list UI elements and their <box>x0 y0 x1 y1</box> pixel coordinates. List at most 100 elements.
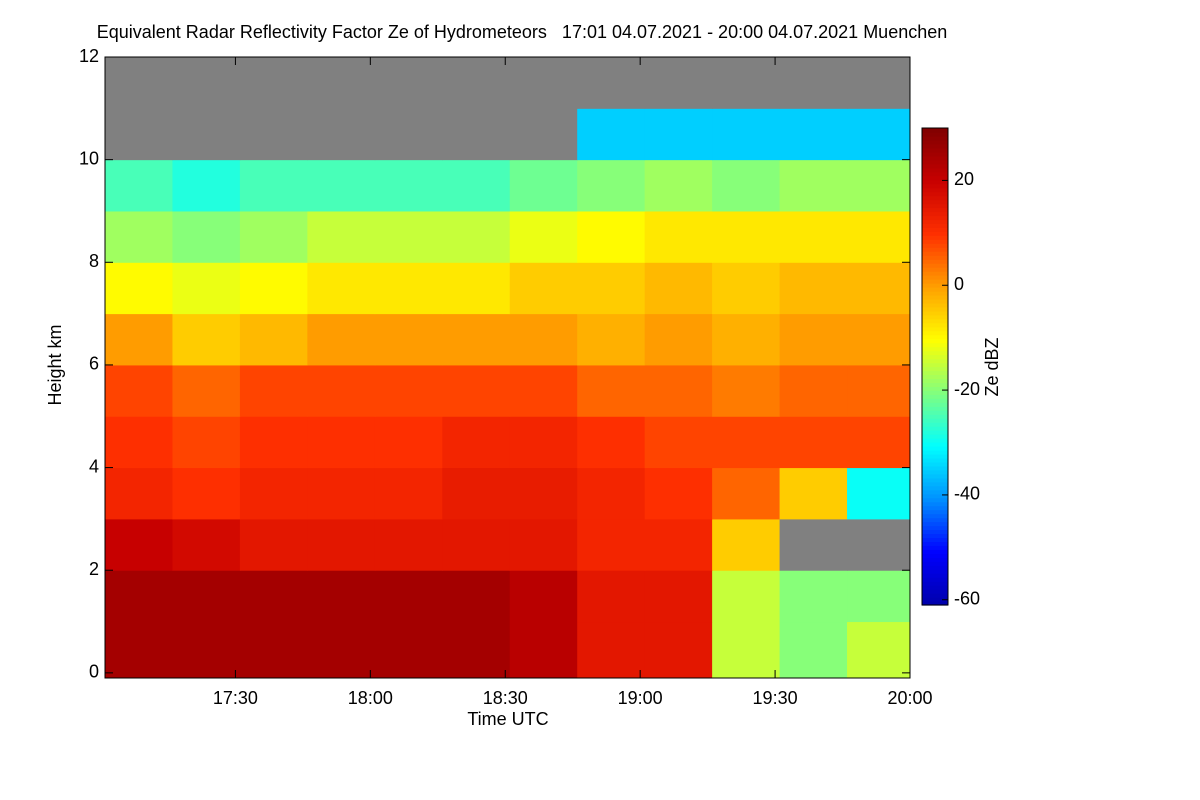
y-tick-label: 0 <box>89 662 99 682</box>
colorbar-swatch <box>922 481 948 487</box>
y-tick-label: 8 <box>89 251 99 271</box>
colorbar-swatch <box>922 406 948 411</box>
heat-cell <box>577 108 646 161</box>
colorbar-swatch <box>922 203 948 209</box>
colorbar-swatch <box>922 477 948 483</box>
heat-cell <box>239 467 308 520</box>
heat-cell <box>712 313 781 366</box>
heat-cell <box>172 210 241 263</box>
colorbar-swatch <box>922 442 948 447</box>
colorbar-swatch <box>922 577 948 582</box>
heat-cell <box>509 570 578 623</box>
colorbar-swatch <box>922 418 948 423</box>
colorbar-swatch <box>922 128 948 133</box>
colorbar-swatch <box>922 179 948 185</box>
colorbar-swatch <box>922 267 948 272</box>
heat-cell <box>374 467 443 520</box>
heat-cell <box>577 570 646 623</box>
colorbar-swatch <box>922 410 948 415</box>
colorbar-swatch <box>922 223 948 228</box>
heat-cell <box>239 570 308 623</box>
heat-cell <box>307 416 376 469</box>
heat-cell <box>105 621 173 679</box>
colorbar-swatch <box>922 159 948 165</box>
colorbar-swatch <box>922 561 948 566</box>
heat-cell <box>644 621 713 679</box>
colorbar-swatch <box>922 354 948 360</box>
colorbar-swatch <box>922 155 948 161</box>
heat-cell <box>374 518 443 571</box>
heat-cell <box>239 210 308 263</box>
colorbar-swatch <box>922 549 948 554</box>
heat-cell <box>644 313 713 366</box>
colorbar-swatch <box>922 187 948 193</box>
colorbar-swatch <box>922 275 948 280</box>
heat-cell <box>442 262 511 315</box>
colorbar-swatch <box>922 239 948 244</box>
colorbar-swatch <box>922 430 948 435</box>
colorbar-swatch <box>922 358 948 364</box>
colorbar-swatch <box>922 135 948 141</box>
colorbar-swatch <box>922 251 948 256</box>
colorbar-swatch <box>922 426 948 431</box>
colorbar-swatch <box>922 573 948 578</box>
colorbar-tick-label: -20 <box>954 379 980 399</box>
heat-cell <box>442 210 511 263</box>
heat-cell <box>779 57 848 109</box>
heat-cell <box>779 364 848 417</box>
colorbar-swatch <box>922 191 948 197</box>
colorbar-swatch <box>922 489 948 495</box>
colorbar-swatch <box>922 505 948 511</box>
colorbar-swatch <box>922 283 948 288</box>
heat-cell <box>779 262 848 315</box>
plot-frame <box>104 56 911 679</box>
colorbar-swatch <box>922 422 948 427</box>
colorbar-swatch <box>922 215 948 221</box>
heat-cell <box>779 621 848 679</box>
colorbar-swatch <box>922 517 948 523</box>
y-tick-label: 4 <box>89 456 99 476</box>
heat-cell <box>105 108 173 161</box>
colorbar-frame <box>921 127 949 606</box>
heat-cell <box>509 364 578 417</box>
heat-cell <box>847 210 911 263</box>
heat-cell <box>239 262 308 315</box>
heat-cell <box>577 313 646 366</box>
colorbar-swatch <box>922 227 948 232</box>
colorbar-swatch <box>922 402 948 407</box>
colorbar-swatch <box>922 366 948 372</box>
heat-cell <box>105 570 173 623</box>
heat-cell <box>239 416 308 469</box>
heat-cell <box>712 467 781 520</box>
colorbar-swatch <box>922 350 948 356</box>
colorbar-swatch <box>922 334 948 340</box>
colorbar-swatch <box>922 589 948 594</box>
heat-cell <box>374 210 443 263</box>
colorbar-swatch <box>922 434 948 439</box>
heat-cell <box>172 570 241 623</box>
colorbar-swatch <box>922 469 948 475</box>
colorbar-swatch <box>922 346 948 352</box>
colorbar-swatch <box>922 497 948 503</box>
heat-cell <box>239 159 308 212</box>
heat-cell <box>239 364 308 417</box>
colorbar-swatch <box>922 195 948 201</box>
heat-cell <box>509 159 578 212</box>
heat-cell <box>847 467 911 520</box>
colorbar-swatch <box>922 271 948 276</box>
colorbar-swatch <box>922 585 948 590</box>
heat-cell <box>442 57 511 109</box>
heat-cell <box>105 467 173 520</box>
heat-cell <box>374 621 443 679</box>
heat-cell <box>712 159 781 212</box>
colorbar-swatch <box>922 263 948 268</box>
heat-cell <box>847 108 911 161</box>
heat-cell <box>172 108 241 161</box>
heat-cell <box>374 262 443 315</box>
colorbar-label: Ze dBZ <box>982 337 1002 396</box>
heat-cell <box>105 262 173 315</box>
heat-cell <box>105 518 173 571</box>
y-tick-label: 2 <box>89 559 99 579</box>
heat-cell <box>644 57 713 109</box>
colorbar-swatch <box>922 259 948 264</box>
